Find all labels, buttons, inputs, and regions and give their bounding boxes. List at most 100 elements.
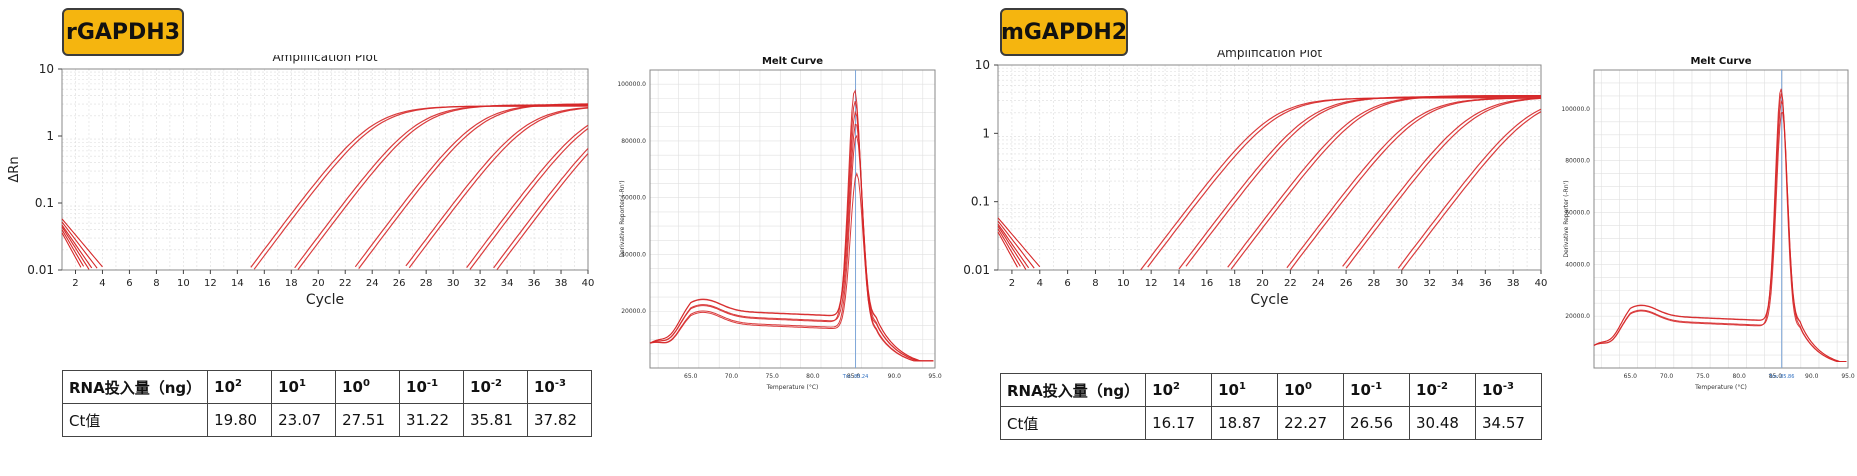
dose-cell: 10-2: [1409, 373, 1476, 407]
x-axis-label: Temperature (°C): [1694, 384, 1747, 391]
amplification-curve: [408, 107, 589, 269]
amplification-curve: [1401, 111, 1542, 271]
x-axis-label: Cycle: [306, 292, 344, 308]
melt-curve: [1593, 111, 1847, 362]
x-tick-label: 16: [258, 278, 271, 289]
ct-table: RNA投入量（ng） 102 101 100 10-1 10-2 10-3 Ct…: [61, 370, 593, 437]
y-tick-label: 100000.0: [617, 81, 646, 88]
amplification-curve: [1147, 97, 1541, 268]
x-tick-label: 40: [1535, 278, 1548, 289]
table-header-row: RNA投入量（ng） 102 101 100 10-1 10-2 10-3: [61, 370, 593, 404]
y-tick-label: 0.1: [971, 195, 990, 209]
amp-curves: [997, 95, 1542, 271]
x-tick-label: 28: [1368, 278, 1381, 289]
chart-title: Amplification Plot: [1217, 50, 1322, 60]
y-axis-label: Derivative Reporter (-Rn'): [1563, 180, 1570, 257]
y-tick-label: 0.01: [27, 263, 54, 277]
tm-label: Tm: 85.24: [842, 374, 869, 380]
dose-cell: 102: [207, 370, 273, 404]
melt-curve: [1593, 88, 1847, 362]
baseline-curve: [997, 228, 1021, 267]
x-tick-label: 65.0: [1624, 373, 1638, 380]
x-tick-label: 38: [1507, 278, 1520, 289]
x-tick-label: 85.0: [1769, 373, 1783, 380]
x-tick-label: 20: [1256, 278, 1269, 289]
x-tick-label: 2: [72, 278, 78, 289]
ct-value: 18.87: [1211, 406, 1279, 440]
x-tick-label: 90.0: [888, 373, 902, 380]
x-tick-label: 40: [582, 278, 595, 289]
panel-rgapdh3: rGAPDH3 10 1 0.1 0.01 2 4 6 8 10 12 14 16 18 20 22 24 26…: [7, 8, 942, 437]
x-tick-label: 34: [501, 278, 514, 289]
ct-value: 35.81: [463, 403, 528, 437]
x-tick-label: 6: [126, 278, 132, 289]
x-tick-label: 24: [1312, 278, 1325, 289]
melt-curves: [649, 89, 934, 362]
ct-value: 27.51: [335, 403, 401, 437]
melt-curve: [649, 123, 934, 362]
y-tick-label: 1: [982, 126, 990, 140]
x-tick-label: 30: [1395, 278, 1408, 289]
x-tick-label: 90.0: [1805, 373, 1819, 380]
y-tick-label: 10: [39, 62, 54, 76]
panel-mgapdh2: mGAPDH2 10 1 0.1 0.01 2 4 6 8 10 12 14 16 18 20 22 24 26…: [940, 0, 1857, 476]
y-tick-label: 20000.0: [621, 308, 646, 315]
amplification-curve: [1397, 108, 1542, 269]
melt-curve: [649, 172, 934, 362]
baseline-curve: [997, 231, 1018, 268]
x-tick-label: 36: [528, 278, 541, 289]
ct-value: 19.80: [207, 403, 273, 437]
amp-grid: [998, 65, 1542, 270]
x-tick-label: 12: [1145, 278, 1158, 289]
x-tick-label: 26: [1340, 278, 1353, 289]
x-tick-label: 80.0: [806, 373, 820, 380]
amplification-curve: [358, 103, 589, 269]
amplification-curve: [405, 107, 589, 267]
amplification-curve: [297, 104, 588, 270]
plot-frame: [1593, 69, 1849, 369]
ct-value: 30.48: [1409, 406, 1476, 440]
amp-curves: [61, 103, 589, 271]
ct-value: 16.17: [1145, 406, 1213, 440]
gene-badge: mGAPDH2: [1000, 8, 1128, 56]
amplification-curve: [294, 104, 588, 269]
x-tick-label: 75.0: [1696, 373, 1710, 380]
x-tick-label: 12: [204, 278, 217, 289]
baseline-curve: [61, 224, 93, 269]
ct-value: 26.56: [1343, 406, 1411, 440]
baseline-curve: [61, 229, 85, 267]
x-tick-label: 8: [1092, 278, 1098, 289]
amplification-curve: [1230, 95, 1541, 270]
x-tick-label: 22: [1284, 278, 1297, 289]
table-header-row: RNA投入量（ng） 102 101 100 10-1 10-2 10-3: [999, 373, 1543, 407]
x-tick-label: 18: [285, 278, 298, 289]
plot-frame: [61, 68, 589, 271]
amplification-curve: [1185, 96, 1541, 267]
baseline-curve: [997, 220, 1035, 269]
row-label: Ct值: [999, 406, 1147, 440]
y-tick-label: 0.1: [35, 196, 54, 210]
table-row: Ct值 16.17 18.87 22.27 26.56 30.48 34.57: [999, 406, 1543, 440]
amp-grid: [62, 69, 589, 270]
x-tick-label: 4: [1037, 278, 1043, 289]
table-head-cell: RNA投入量（ng）: [999, 373, 1147, 407]
x-tick-label: 16: [1200, 278, 1213, 289]
amplification-curve: [1289, 97, 1542, 271]
y-tick-label: 60000.0: [1565, 210, 1590, 217]
melt-curve: [649, 134, 934, 362]
y-tick-label: 20000.0: [1565, 313, 1590, 320]
x-tick-label: 75.0: [765, 373, 779, 380]
x-tick-label: 32: [1423, 278, 1436, 289]
x-tick-label: 4: [99, 278, 105, 289]
gene-badge: rGAPDH3: [62, 8, 184, 56]
x-tick-label: 14: [231, 278, 244, 289]
melt-curve-plot: 100000.0 80000.0 60000.0 40000.0 20000.0 65.0…: [617, 56, 942, 391]
amplification-curve: [250, 105, 588, 268]
dose-cell: 100: [1277, 373, 1345, 407]
melt-curve: [1593, 93, 1847, 362]
x-tick-label: 26: [393, 278, 406, 289]
x-tick-label: 32: [474, 278, 487, 289]
y-tick-label: 100000.0: [1561, 106, 1590, 113]
y-tick-label: 10: [975, 58, 990, 72]
